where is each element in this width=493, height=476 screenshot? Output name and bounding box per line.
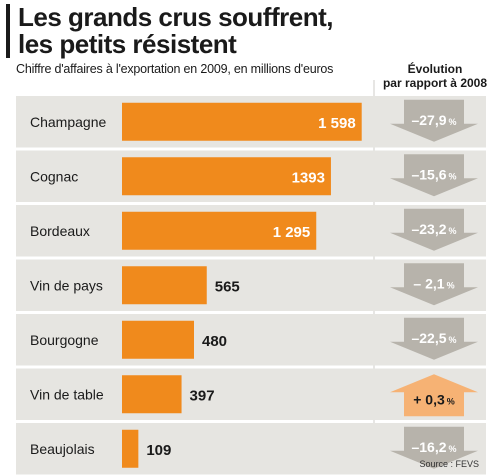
evolution-header: Évolution par rapport à 2008 — [376, 62, 493, 90]
evolution-label: –23,2% — [411, 221, 456, 237]
value-label: 1 598 — [318, 115, 356, 132]
category-label: Vin de pays — [30, 277, 103, 293]
chart-title-line2: les petits résistent — [18, 29, 237, 59]
bar — [122, 157, 331, 196]
bar — [122, 320, 194, 359]
category-label: Champagne — [30, 114, 106, 130]
evolution-header-line2: par rapport à 2008 — [382, 76, 488, 90]
bar — [122, 211, 317, 250]
evolution-label: –15,6% — [411, 166, 456, 182]
arrow-down-icon — [390, 99, 478, 142]
evolution-label: –22,5% — [411, 330, 456, 346]
arrow-up-icon — [390, 374, 478, 417]
category-label: Bordeaux — [30, 223, 90, 239]
arrow-down-icon — [390, 154, 478, 197]
evolution-label: –16,2% — [411, 439, 456, 455]
category-label: Cognac — [30, 168, 78, 184]
value-label: 565 — [215, 278, 240, 295]
category-label: Bourgogne — [30, 332, 99, 348]
bar — [122, 102, 362, 141]
value-label: 397 — [190, 387, 215, 404]
value-label: 1 295 — [273, 224, 311, 241]
evolution-label: –27,9% — [411, 112, 456, 128]
bar — [122, 266, 207, 305]
evolution-label: – 2,1% — [413, 275, 454, 291]
chart-title-line1: Les grands crus souffrent, — [18, 2, 333, 32]
value-label: 480 — [202, 333, 227, 350]
evolution-header-line1: Évolution — [407, 62, 463, 76]
arrow-down-icon — [390, 317, 478, 360]
chart-subtitle: Chiffre d'affaires à l'exportation en 20… — [16, 62, 334, 76]
arrow-down-icon — [390, 263, 478, 306]
value-label: 109 — [146, 442, 171, 459]
category-label: Vin de table — [30, 386, 104, 402]
bar — [122, 375, 182, 414]
value-label: 1393 — [292, 169, 325, 186]
category-label: Beaujolais — [30, 441, 95, 457]
arrow-down-icon — [390, 426, 478, 469]
source-note: Source : FEVS — [419, 459, 479, 469]
title-block: Les grands crus souffrent, les petits ré… — [6, 4, 493, 58]
arrow-down-icon — [390, 208, 478, 251]
evolution-label: + 0,3% — [413, 391, 455, 407]
bar — [122, 429, 139, 468]
